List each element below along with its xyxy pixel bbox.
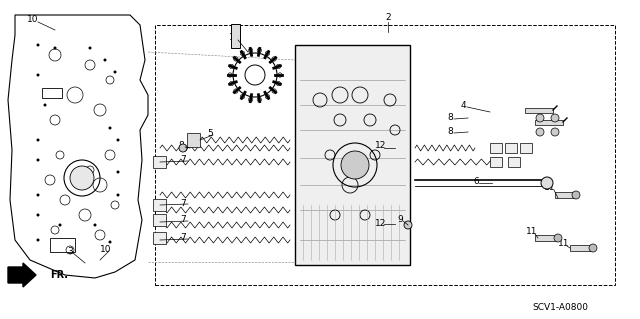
Bar [535, 235, 557, 241]
Circle shape [116, 170, 120, 174]
Circle shape [229, 64, 234, 69]
Circle shape [116, 138, 120, 142]
Circle shape [228, 73, 232, 77]
Circle shape [36, 213, 40, 217]
Bar [508, 157, 520, 167]
Circle shape [88, 47, 92, 49]
Circle shape [276, 64, 281, 69]
Text: 6: 6 [473, 177, 479, 187]
Circle shape [109, 241, 111, 243]
Circle shape [341, 151, 369, 179]
Circle shape [36, 239, 40, 241]
Text: 7: 7 [180, 198, 186, 207]
Circle shape [109, 127, 111, 130]
Circle shape [266, 94, 269, 99]
Circle shape [257, 97, 262, 102]
Circle shape [104, 58, 106, 62]
Bar [50, 238, 75, 252]
Circle shape [541, 177, 553, 189]
Text: SCV1-A0800: SCV1-A0800 [532, 303, 588, 313]
Circle shape [554, 234, 562, 242]
Circle shape [404, 221, 412, 229]
Circle shape [551, 128, 559, 136]
Text: 8: 8 [178, 142, 184, 151]
Circle shape [116, 194, 120, 197]
Bar [231, 24, 240, 48]
Circle shape [44, 103, 47, 107]
Circle shape [266, 51, 269, 56]
Polygon shape [8, 263, 36, 287]
Circle shape [572, 191, 580, 199]
Bar [490, 157, 502, 167]
Circle shape [36, 159, 40, 161]
Circle shape [248, 97, 253, 102]
Text: 4: 4 [460, 100, 466, 109]
Bar [520, 143, 532, 153]
Circle shape [58, 224, 61, 226]
Bar [570, 245, 592, 251]
Text: 5: 5 [207, 129, 213, 137]
Circle shape [179, 144, 187, 152]
Circle shape [536, 114, 544, 122]
Circle shape [229, 81, 234, 86]
Text: 8: 8 [447, 114, 453, 122]
Text: FR.: FR. [50, 270, 68, 280]
Circle shape [93, 224, 97, 226]
Text: 12: 12 [375, 142, 387, 151]
Polygon shape [8, 15, 148, 278]
Bar [42, 88, 62, 98]
Bar [153, 214, 166, 226]
Circle shape [272, 57, 276, 61]
Circle shape [240, 94, 244, 99]
Text: 7: 7 [180, 155, 186, 165]
Circle shape [36, 43, 40, 47]
Circle shape [276, 81, 281, 86]
Text: 2: 2 [385, 13, 391, 23]
Circle shape [36, 138, 40, 142]
Circle shape [70, 166, 94, 190]
Text: 11: 11 [544, 183, 556, 192]
Bar [505, 143, 517, 153]
Circle shape [257, 48, 262, 53]
Circle shape [551, 114, 559, 122]
Circle shape [113, 70, 116, 73]
Bar [490, 143, 502, 153]
Text: 3: 3 [67, 248, 73, 256]
Bar [295, 45, 410, 265]
Circle shape [36, 73, 40, 77]
Text: 7: 7 [180, 234, 186, 242]
Text: 9: 9 [397, 216, 403, 225]
Bar [153, 199, 166, 211]
Bar [153, 232, 166, 244]
Circle shape [278, 73, 282, 77]
Bar [153, 156, 166, 168]
Circle shape [36, 194, 40, 197]
Bar [535, 120, 563, 125]
Text: 8: 8 [447, 128, 453, 137]
Circle shape [248, 48, 253, 53]
Circle shape [54, 47, 56, 49]
Circle shape [240, 51, 244, 56]
Text: 1: 1 [229, 33, 235, 42]
Circle shape [234, 89, 238, 93]
Circle shape [272, 89, 276, 93]
Bar [187, 133, 200, 147]
Circle shape [589, 244, 597, 252]
Bar [155, 25, 615, 285]
Circle shape [536, 128, 544, 136]
Circle shape [234, 57, 238, 61]
Text: 12: 12 [375, 219, 387, 227]
Text: 10: 10 [28, 16, 39, 25]
Bar [555, 192, 575, 198]
Text: 10: 10 [100, 246, 112, 255]
Bar [525, 108, 553, 113]
Text: 11: 11 [558, 240, 570, 249]
Text: 11: 11 [526, 227, 538, 236]
Text: 7: 7 [180, 216, 186, 225]
